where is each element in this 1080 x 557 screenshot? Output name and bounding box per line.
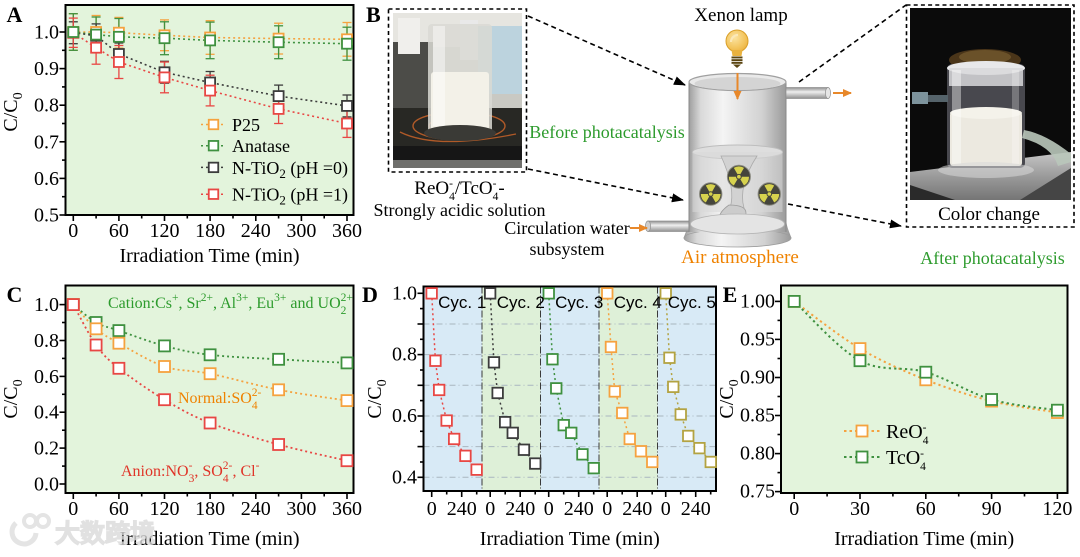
svg-text:0.4: 0.4 <box>392 466 417 488</box>
svg-text:60: 60 <box>916 498 936 520</box>
svg-text:240: 240 <box>505 498 535 520</box>
svg-text:0: 0 <box>789 498 799 520</box>
svg-text:Cyc. 4: Cyc. 4 <box>614 293 662 312</box>
svg-text:1.00: 1.00 <box>740 290 775 312</box>
svg-text:0.95: 0.95 <box>740 328 775 350</box>
svg-text:B: B <box>366 2 381 27</box>
svg-text:0.6: 0.6 <box>392 405 417 427</box>
svg-text:Irradiation Time (min): Irradiation Time (min) <box>120 528 300 550</box>
svg-text:120: 120 <box>1042 498 1072 520</box>
svg-text:360: 360 <box>332 220 362 242</box>
svg-text:60: 60 <box>109 220 129 242</box>
svg-text:0.5: 0.5 <box>34 205 59 227</box>
svg-text:0.6: 0.6 <box>34 168 59 190</box>
svg-text:120: 120 <box>150 498 180 520</box>
svg-text:1.0: 1.0 <box>392 282 417 304</box>
svg-text:0.7: 0.7 <box>34 131 59 153</box>
svg-text:300: 300 <box>286 498 316 520</box>
svg-text:Irradiation Time (min): Irradiation Time (min) <box>834 528 1014 550</box>
svg-text:Circulation water: Circulation water <box>504 218 629 238</box>
svg-text:240: 240 <box>622 498 652 520</box>
svg-text:N-TiO2​ (pH =0): N-TiO2​ (pH =0) <box>232 158 348 181</box>
svg-text:60: 60 <box>109 498 129 520</box>
svg-text:1.0: 1.0 <box>34 294 59 316</box>
svg-text:0: 0 <box>602 498 612 520</box>
svg-text:0: 0 <box>485 498 495 520</box>
svg-text:300: 300 <box>286 220 316 242</box>
svg-text:Cyc. 2: Cyc. 2 <box>497 293 545 312</box>
svg-text:P25: P25 <box>232 115 260 135</box>
svg-text:Cyc. 1: Cyc. 1 <box>438 293 486 312</box>
svg-text:Irradiation Time (min): Irradiation Time (min) <box>120 245 300 267</box>
svg-text:Xenon lamp: Xenon lamp <box>694 5 787 26</box>
svg-text:30: 30 <box>850 498 870 520</box>
svg-text:0: 0 <box>544 498 554 520</box>
svg-text:120: 120 <box>150 220 180 242</box>
svg-text:Strongly acidic solution: Strongly acidic solution <box>374 200 546 220</box>
svg-text:ReO-4​: ReO-4​ <box>886 421 929 447</box>
svg-text:Anatase: Anatase <box>232 136 290 156</box>
svg-text:ReO-4​/TcO-4​-: ReO-4​/TcO-4​- <box>414 178 504 203</box>
svg-text:Color change: Color change <box>938 204 1040 225</box>
svg-text:0.85: 0.85 <box>740 405 775 427</box>
svg-text:Cyc. 5: Cyc. 5 <box>668 293 716 312</box>
svg-text:240: 240 <box>681 498 711 520</box>
svg-text:0.8: 0.8 <box>392 344 417 366</box>
svg-text:Before photacatalysis: Before photacatalysis <box>529 122 684 142</box>
svg-text:0: 0 <box>427 498 437 520</box>
svg-text:90: 90 <box>982 498 1002 520</box>
svg-text:240: 240 <box>447 498 477 520</box>
svg-text:0.6: 0.6 <box>34 366 59 388</box>
svg-text:大数跨境: 大数跨境 <box>55 519 155 548</box>
svg-text:After photacatalysis: After photacatalysis <box>920 248 1064 268</box>
svg-text:0: 0 <box>661 498 671 520</box>
svg-text:Cyc. 3: Cyc. 3 <box>555 293 603 312</box>
svg-text:240: 240 <box>564 498 594 520</box>
svg-text:1.0: 1.0 <box>34 22 59 44</box>
svg-text:E: E <box>723 282 738 307</box>
svg-text:0.4: 0.4 <box>34 402 59 424</box>
svg-text:0: 0 <box>68 498 78 520</box>
svg-text:Irradiation Time (min): Irradiation Time (min) <box>480 528 660 550</box>
svg-text:A: A <box>7 2 23 27</box>
svg-text:D: D <box>362 282 378 307</box>
svg-text:subsystem: subsystem <box>529 239 604 259</box>
svg-text:180: 180 <box>195 220 225 242</box>
svg-text:N-TiO2​ (pH =1): N-TiO2​ (pH =1) <box>232 185 348 208</box>
svg-text:0.75: 0.75 <box>740 481 775 503</box>
svg-text:0.8: 0.8 <box>34 330 59 352</box>
svg-text:TcO-4​: TcO-4​ <box>886 447 926 473</box>
svg-text:0.0: 0.0 <box>34 474 59 496</box>
svg-text:C: C <box>7 282 23 307</box>
svg-text:360: 360 <box>332 498 362 520</box>
svg-text:0.9: 0.9 <box>34 58 59 80</box>
svg-text:0.90: 0.90 <box>740 367 775 389</box>
svg-text:Air atmosphere: Air atmosphere <box>681 247 799 268</box>
svg-text:0.8: 0.8 <box>34 95 59 117</box>
svg-text:0: 0 <box>68 220 78 242</box>
svg-text:240: 240 <box>241 498 271 520</box>
svg-text:0.2: 0.2 <box>34 438 59 460</box>
svg-text:0.80: 0.80 <box>740 443 775 465</box>
svg-text:240: 240 <box>241 220 271 242</box>
svg-text:180: 180 <box>195 498 225 520</box>
